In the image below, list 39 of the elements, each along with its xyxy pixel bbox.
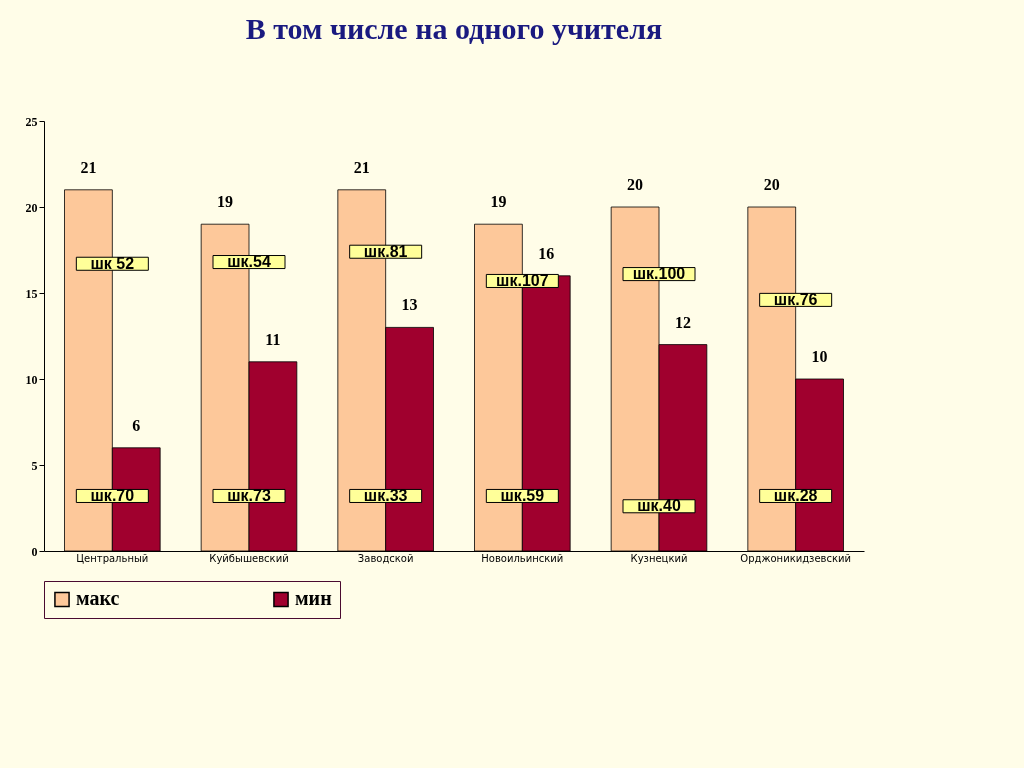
annotation: шк.54: [227, 253, 271, 271]
data-label: 21: [80, 158, 97, 176]
legend-label: мин: [295, 587, 332, 610]
x-tick-label: Орджоникидзевский: [740, 552, 851, 564]
y-tick-label: 10: [25, 372, 38, 387]
data-label: 21: [353, 158, 370, 176]
chart-title: В том числе на одного учителя: [245, 12, 663, 45]
data-label: 19: [490, 193, 507, 211]
data-label: 16: [538, 244, 555, 262]
legend-label: макс: [76, 587, 120, 610]
x-tick-label: Центральный: [76, 552, 149, 564]
annotation: шк 52: [90, 254, 135, 272]
data-label: 19: [217, 193, 234, 211]
y-tick-label: 0: [31, 544, 38, 559]
annotation: шк.100: [632, 265, 686, 283]
x-tick-label: Кузнецкий: [630, 552, 688, 564]
annotation: шк.107: [496, 271, 549, 289]
y-tick-label: 20: [25, 200, 38, 215]
y-tick-label: 25: [25, 114, 38, 129]
annotation: шк.81: [363, 242, 408, 260]
data-label: 20: [627, 176, 644, 193]
annotation: шк.33: [363, 486, 408, 504]
annotation: шк.73: [227, 486, 271, 504]
annotation: шк.59: [500, 486, 545, 504]
x-tick-label: Куйбышевский: [209, 552, 289, 564]
y-tick-label: 5: [31, 458, 38, 473]
data-label: 10: [811, 348, 828, 365]
data-label: 20: [763, 176, 780, 193]
data-label: 11: [265, 330, 281, 348]
data-label: 12: [674, 313, 691, 331]
data-label: 6: [132, 416, 141, 434]
x-tick-label: Заводской: [357, 552, 414, 564]
annotation: шк.70: [90, 486, 135, 504]
annotation: шк.40: [637, 497, 681, 515]
data-label: 13: [401, 296, 418, 314]
x-tick-label: Новоильинский: [481, 552, 564, 564]
annotation: шк.76: [773, 290, 818, 308]
y-tick-label: 15: [25, 286, 38, 301]
annotation: шк.28: [773, 486, 818, 504]
